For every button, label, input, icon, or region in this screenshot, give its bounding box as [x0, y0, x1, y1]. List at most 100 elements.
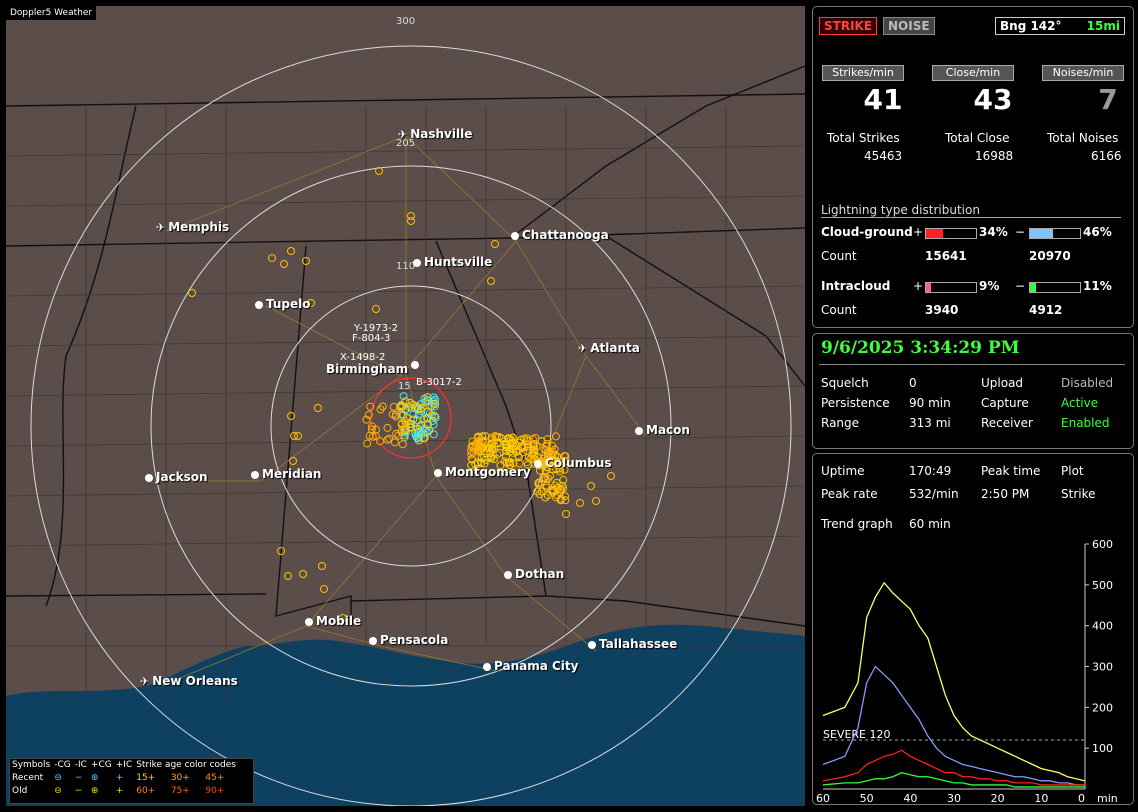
cg-positive-bar [925, 228, 977, 239]
strike-marker [431, 399, 440, 408]
strike-marker [562, 510, 570, 518]
plus-sign: + [913, 279, 924, 293]
strike-marker [517, 442, 526, 451]
bearing-value: Bng 142° [1000, 19, 1062, 33]
strike-marker [378, 402, 387, 411]
age-code: 30+ [170, 773, 190, 783]
city-dot-icon [588, 640, 596, 649]
legend-header: Symbols [12, 760, 51, 770]
strike-marker [371, 432, 380, 441]
strike-marker [487, 453, 496, 462]
strike-marker [535, 490, 544, 499]
plot-value[interactable]: Strike [1061, 487, 1096, 501]
noise-button[interactable]: NOISE [883, 17, 935, 35]
x-tick-label: 60 [816, 792, 830, 802]
range-label: 205 [396, 138, 416, 149]
distance-value: 15mi [1086, 19, 1120, 33]
strike-marker [421, 398, 430, 407]
range-label: 300 [396, 16, 416, 27]
squelch-value: 0 [909, 376, 917, 390]
strike-marker [362, 415, 371, 424]
city-dot-icon [434, 468, 442, 477]
count-label: Count [821, 249, 857, 263]
strike-marker [524, 453, 533, 462]
strike-marker [418, 403, 427, 412]
strike-marker [539, 454, 548, 463]
strike-marker [537, 487, 546, 496]
strike-marker [366, 402, 375, 411]
strike-marker [302, 257, 310, 265]
trend-series-line [822, 665, 1085, 786]
strike-marker [399, 392, 408, 401]
x-tick-label: 20 [991, 792, 1005, 802]
y-tick-label: 500 [1092, 579, 1113, 592]
range-label: Range [821, 416, 860, 430]
city-meridian: Meridian [251, 467, 321, 481]
strike-marker [268, 254, 276, 262]
airport-icon: ✈ [156, 221, 166, 234]
trend-panel: Uptime 170:49 Peak time Plot Peak rate 5… [812, 453, 1134, 805]
total-noises-label: Total Noises [1047, 131, 1119, 145]
strike-marker [496, 461, 505, 470]
age-code: 60+ [136, 786, 156, 796]
pos-cg-recent-icon: ⊕ [90, 773, 99, 783]
storm-tag[interactable]: Y-1973-2 [354, 323, 398, 334]
strikes-per-min-value: 41 [863, 83, 903, 116]
close-per-min-header: Close/min [932, 65, 1014, 81]
strike-marker [550, 458, 559, 467]
storm-tag[interactable]: B-3017-2 [416, 377, 462, 388]
strike-marker [372, 305, 380, 313]
strike-marker [549, 485, 558, 494]
datetime: 9/6/2025 3:34:29 PM [821, 338, 1020, 358]
strike-marker [391, 410, 400, 419]
city-mobile: Mobile [305, 614, 361, 628]
city-memphis: ✈ Memphis [156, 220, 230, 234]
strike-marker [491, 240, 499, 248]
receiver-value[interactable]: Enabled [1061, 416, 1110, 430]
strike-marker [339, 614, 347, 622]
strike-marker [405, 403, 414, 412]
strike-marker [515, 438, 524, 447]
strikes-per-min-header: Strikes/min [822, 65, 904, 81]
strike-marker [541, 493, 550, 502]
plot-label: Plot [1061, 464, 1084, 478]
minus-sign: − [1015, 279, 1026, 293]
storm-tag[interactable]: F-804-3 [352, 333, 391, 344]
minus-sign: − [1015, 225, 1026, 239]
strike-marker [486, 448, 495, 457]
x-tick-label: 40 [903, 792, 917, 802]
storm-tag[interactable]: X-1498-2 [340, 352, 386, 363]
strike-marker [372, 425, 381, 434]
strike-marker [431, 413, 440, 422]
city-jackson: Jackson [145, 470, 208, 484]
city-dothan: Dothan [504, 567, 564, 581]
capture-label: Capture [981, 396, 1029, 410]
range-label: 110 [396, 261, 416, 272]
upload-value[interactable]: Disabled [1061, 376, 1114, 390]
peak-time-label: Peak time [981, 464, 1041, 478]
strike-marker [400, 431, 409, 440]
uptime-value: 170:49 [909, 464, 952, 478]
strike-marker [320, 585, 328, 593]
city-dot-icon [251, 470, 259, 479]
strike-button[interactable]: STRIKE [819, 17, 878, 35]
airport-icon: ✈ [398, 128, 408, 141]
strike-marker [395, 403, 404, 412]
strike-marker [539, 473, 548, 482]
strike-marker [559, 475, 568, 484]
capture-value[interactable]: Active [1061, 396, 1099, 410]
strike-marker [548, 441, 557, 450]
total-close-label: Total Close [945, 131, 1010, 145]
city-dot-icon [305, 617, 313, 626]
city-nashville: ✈ Nashville [398, 127, 473, 141]
strike-marker [576, 499, 584, 507]
strike-marker [502, 443, 511, 452]
lightning-map[interactable]: Doppler5 Weather 300 205 110 15 ✈ Nashvil… [6, 6, 805, 806]
strike-marker [314, 404, 322, 412]
strike-marker [467, 446, 476, 455]
strike-marker [401, 419, 410, 428]
legend-header: +IC [115, 760, 133, 770]
strike-marker [467, 461, 476, 470]
strike-marker [471, 460, 480, 469]
city-birmingham: Birmingham [326, 360, 422, 376]
